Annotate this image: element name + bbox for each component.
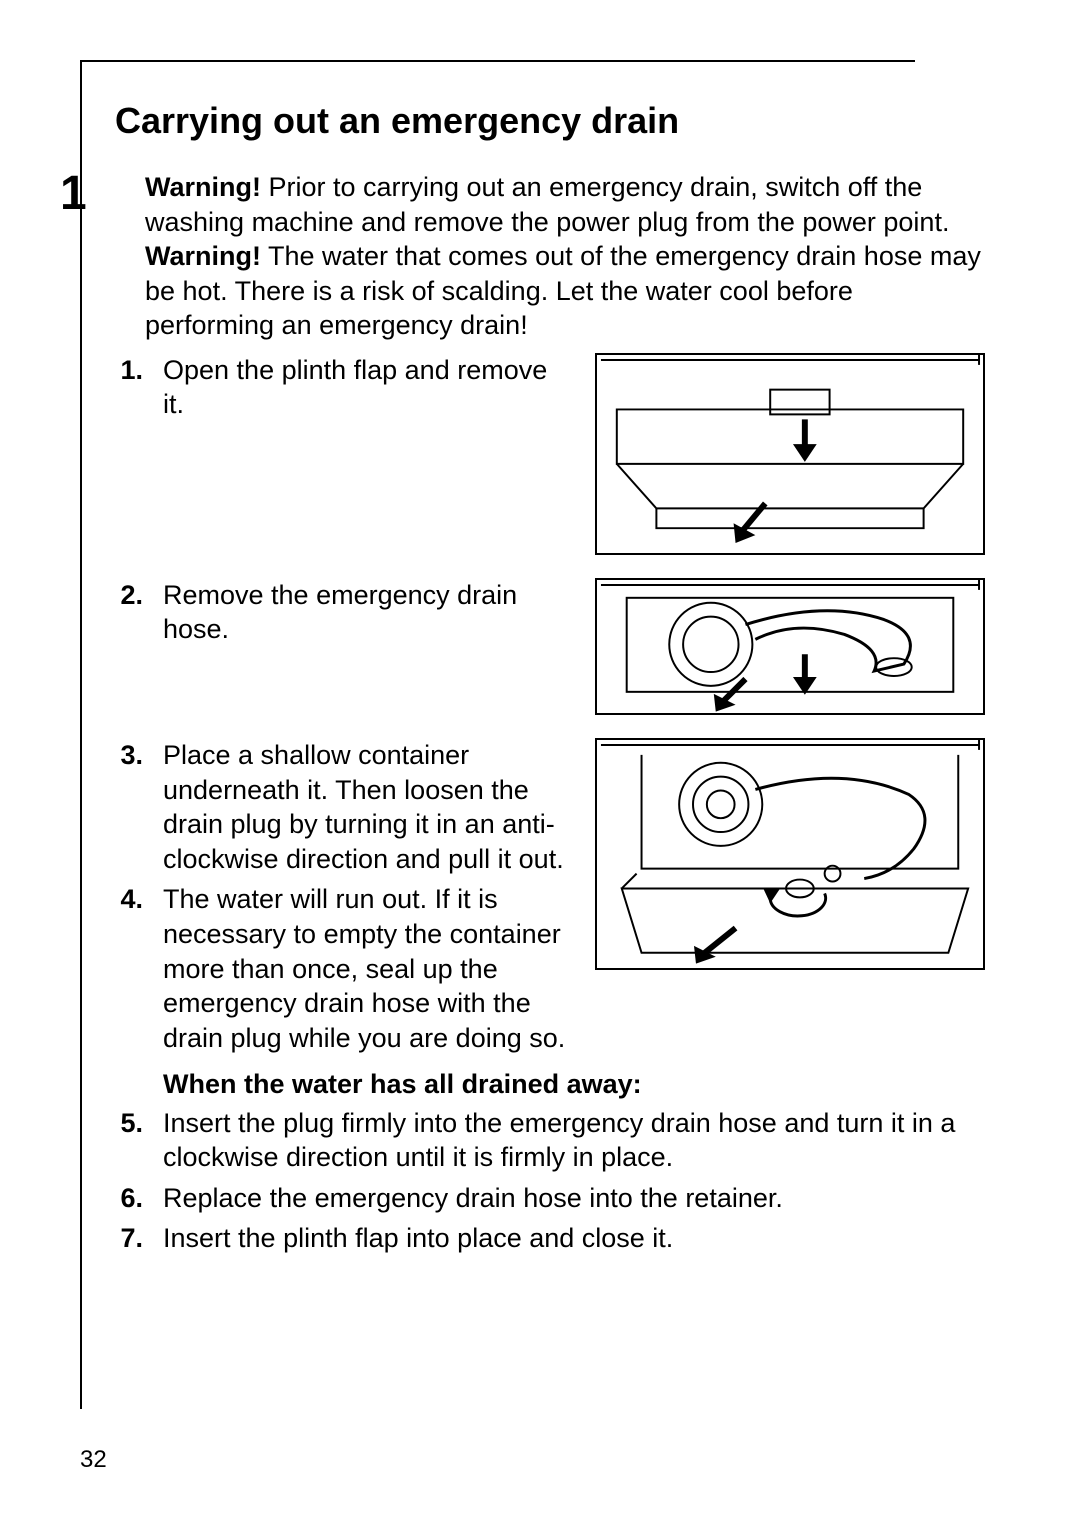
step-number: 5. (115, 1106, 143, 1175)
step-text: Open the plinth flap and remove it. (163, 353, 571, 422)
list-item: 3. Place a shallow container underneath … (115, 738, 571, 876)
figure-3-block (595, 738, 985, 975)
step-number: 7. (115, 1221, 143, 1256)
container-plug-diagram (595, 738, 985, 970)
warning2-label: Warning! (145, 241, 261, 271)
warning2-text: The water that comes out of the emergenc… (145, 241, 981, 340)
list-item: 6. Replace the emergency drain hose into… (115, 1181, 985, 1216)
manual-page: Carrying out an emergency drain 1 Warnin… (0, 0, 1080, 1529)
step-2-row: 2. Remove the emergency drain hose. (115, 578, 985, 721)
step-text: The water will run out. If it is necessa… (163, 882, 571, 1055)
warning1-label: Warning! (145, 172, 261, 202)
warning1-text: Prior to carrying out an emergency drain… (145, 172, 949, 237)
step-text: Remove the emergency drain hose. (163, 578, 571, 647)
step-text: Replace the emergency drain hose into th… (163, 1181, 985, 1216)
drain-hose-diagram (595, 578, 985, 716)
warning-text-block: Warning! Prior to carrying out an emerge… (145, 170, 985, 343)
page-number: 32 (80, 1446, 107, 1474)
content-area: Carrying out an emergency drain 1 Warnin… (115, 100, 985, 1262)
step-number: 3. (115, 738, 143, 876)
list-item: 2. Remove the emergency drain hose. (115, 578, 571, 647)
list-item: 5. Insert the plug firmly into the emerg… (115, 1106, 985, 1175)
plinth-flap-diagram (595, 353, 985, 555)
step-1-row: 1. Open the plinth flap and remove it. (115, 353, 985, 560)
step-number: 4. (115, 882, 143, 1055)
steps-list: 1. Open the plinth flap and remove it. (115, 353, 985, 1256)
top-rule (80, 60, 915, 62)
step-number: 2. (115, 578, 143, 647)
step-text: Place a shallow container underneath it.… (163, 738, 571, 876)
list-item: 1. Open the plinth flap and remove it. (115, 353, 571, 422)
list-item: 7. Insert the plinth flap into place and… (115, 1221, 985, 1256)
step-text: Insert the plug firmly into the emergenc… (163, 1106, 985, 1175)
step-number: 6. (115, 1181, 143, 1216)
section-heading: Carrying out an emergency drain (115, 100, 985, 142)
warning-block: 1 Warning! Prior to carrying out an emer… (115, 170, 985, 343)
figure-2-block (595, 578, 985, 721)
step-text: Insert the plinth flap into place and cl… (163, 1221, 985, 1256)
step-number: 1. (115, 353, 143, 422)
after-drain-subheading: When the water has all drained away: (163, 1067, 985, 1102)
figure-1-block (595, 353, 985, 560)
list-item: 4. The water will run out. If it is nece… (115, 882, 571, 1055)
step-3-4-row: 3. Place a shallow container underneath … (115, 738, 985, 1061)
warning-marker: 1 (60, 170, 90, 343)
